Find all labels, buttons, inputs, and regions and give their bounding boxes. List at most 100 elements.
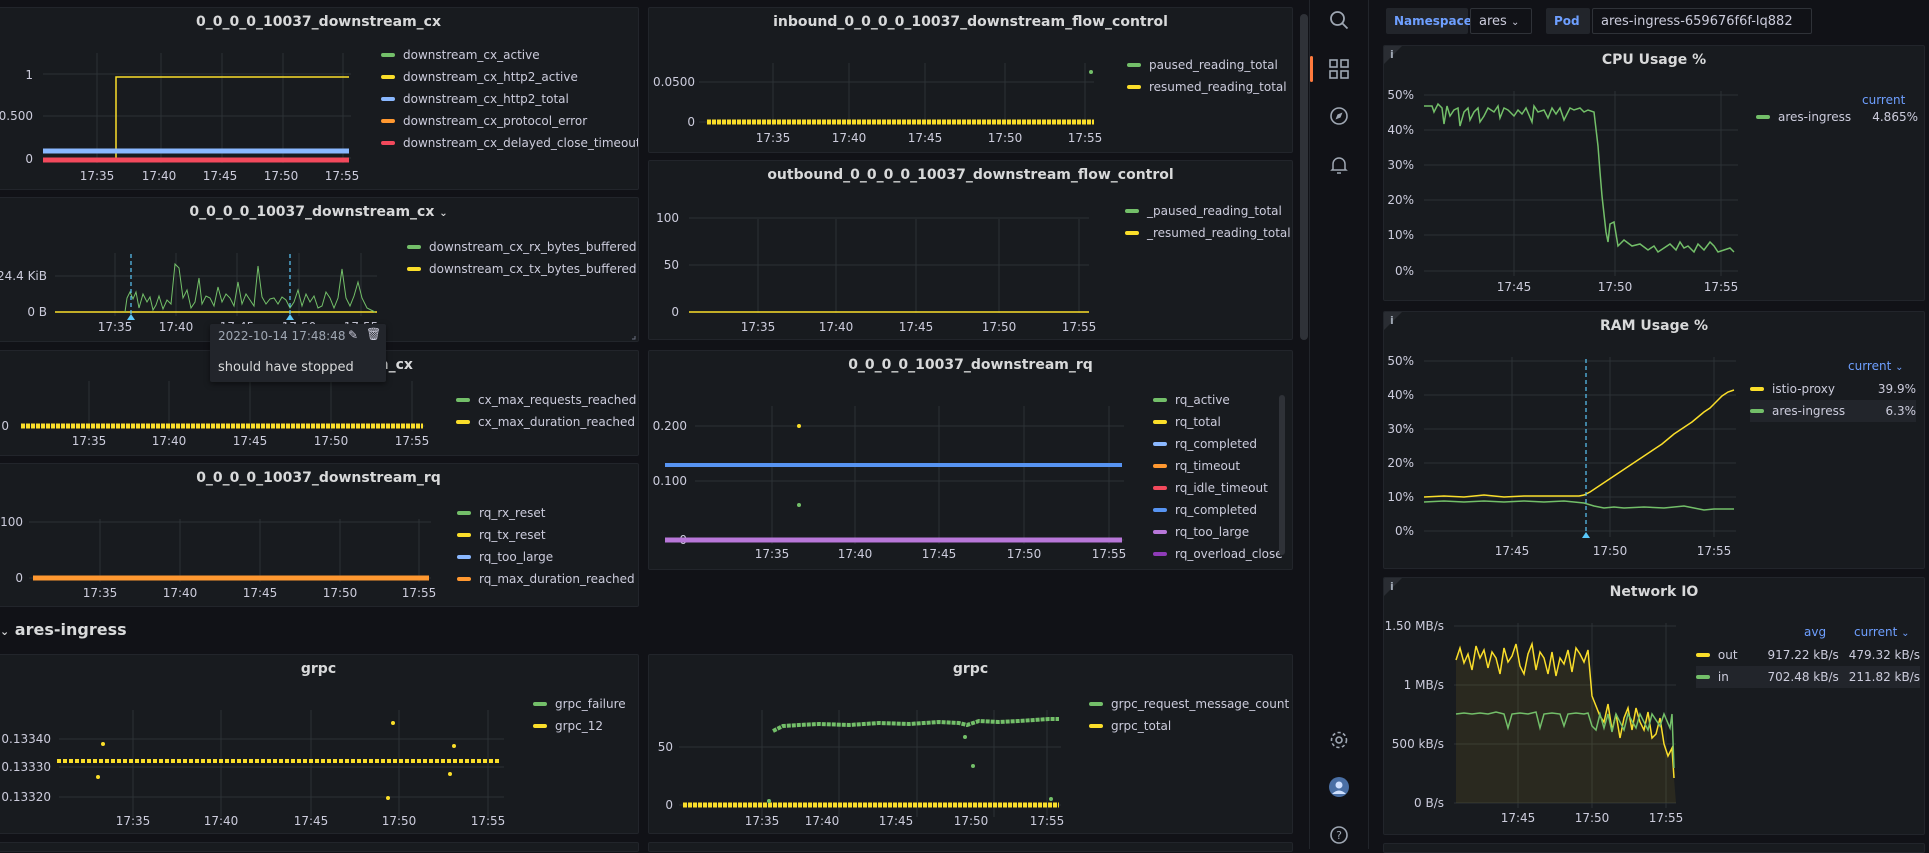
help-icon[interactable]: ? [1329,825,1349,845]
panel-title[interactable]: RAM Usage % [1600,318,1708,334]
panel-network-io[interactable]: i Network IO 1.50 MB/s 1 MB/s 500 kB/s 0… [1383,577,1925,835]
chevron-down-icon[interactable]: ⌄ [439,208,448,219]
legend-item[interactable]: downstream_cx_tx_bytes_buffered [407,258,637,280]
panel-title[interactable]: 0_0_0_0_10037_downstream_rq [848,357,1093,373]
legend-item[interactable]: rq_total [1153,411,1283,433]
panel-title[interactable]: 0_0_0_0_10037_downstream_cx [196,14,441,30]
panel-title[interactable]: outbound_0_0_0_0_10037_downstream_flow_c… [767,167,1174,183]
pod-variable-label: Pod [1546,8,1590,34]
legend-item[interactable]: rq_overload_close [1153,543,1283,565]
panel-downstream-rq[interactable]: 0_0_0_0_10037_downstream_rq 100 0 17:35 … [0,463,639,607]
panel-corner [1384,46,1402,64]
pod-select[interactable]: ares-ingress-659676f6f-lq882 ⌄ [1592,8,1812,54]
panel-inbound-flow-control[interactable]: inbound_0_0_0_0_10037_downstream_flow_co… [648,7,1293,153]
legend-item[interactable]: downstream_cx_delayed_close_timeout [381,132,638,154]
legend-item[interactable]: ares-ingress 4.865% [1756,106,1918,128]
legend-item[interactable]: downstream_cx_active [381,44,638,66]
x-tick: 17:55 [402,586,437,600]
point [96,775,100,779]
legend-item[interactable]: rq_completed [1153,433,1283,455]
panel-title[interactable]: grpc [300,661,337,677]
panel-title[interactable]: 0_0_0_0_10037_downstream_cx ⌄ [189,204,448,220]
legend-item[interactable]: _paused_reading_total [1125,200,1291,222]
legend-item[interactable]: downstream_cx_rx_bytes_buffered [407,236,637,258]
legend-item[interactable]: rq_too_large [457,546,635,568]
point [797,503,801,507]
legend-item[interactable]: rq_active [1153,389,1283,411]
legend-item[interactable]: out 917.22 kB/s 479.32 kB/s [1696,644,1920,666]
x-tick: 17:50 [954,814,989,828]
legend-item[interactable]: rq_max_duration_reached [457,568,635,590]
panel-downstream-rq-large[interactable]: 0_0_0_0_10037_downstream_rq 0.200 0.100 … [648,350,1293,570]
legend: rq_active rq_total rq_completed rq_timeo… [1153,389,1283,565]
legend-item[interactable]: ares-ingress 6.3% [1750,400,1916,422]
x-tick: 17:45 [879,814,914,828]
legend-item[interactable]: grpc_total [1089,715,1289,737]
legend-item[interactable]: grpc_request_message_count [1089,693,1289,715]
panel-title[interactable]: inbound_0_0_0_0_10037_downstream_flow_co… [773,14,1168,30]
legend-item[interactable]: _resumed_reading_total [1125,222,1291,244]
legend-item[interactable]: in 702.48 kB/s 211.82 kB/s [1696,666,1920,688]
panel-ram-usage[interactable]: i RAM Usage % 50% 40% 30% 20% 10% 0% 17:… [1383,311,1925,569]
legend-item[interactable]: grpc_12 [533,715,626,737]
x-tick: 17:45 [922,547,957,561]
search-icon[interactable] [1329,10,1349,30]
row-header[interactable]: ⌄ ares-ingress [0,620,127,640]
avatar[interactable] [1329,777,1349,797]
legend-item[interactable]: rq_idle_timeout [1153,477,1283,499]
x-tick: 17:40 [805,814,840,828]
settings-icon[interactable] [1329,730,1349,750]
info-icon[interactable]: i [1390,580,1394,593]
y-tick: 0.200 [653,419,687,433]
y-tick: 0 [665,798,673,812]
legend-item[interactable]: istio-proxy 39.9% [1750,378,1916,400]
delete-icon[interactable]: 🗑 [366,327,382,341]
x-tick: 17:45 [233,434,268,448]
annotation-marker [1582,532,1590,538]
legend-sort-avg[interactable]: avg [1804,625,1827,639]
legend-item[interactable]: rq_timeout [1153,455,1283,477]
edit-icon[interactable]: ✎ [348,328,359,342]
panel-cpu-usage[interactable]: i CPU Usage % 50% 40% 30% 20% 10% 0% 17:… [1383,45,1925,301]
legend-item[interactable]: rq_too_large [1153,521,1283,543]
legend-item[interactable]: downstream_cx_http2_active [381,66,638,88]
legend-sort-current[interactable]: current ⌄ [1854,625,1910,639]
panel-title[interactable]: Network IO [1609,584,1699,600]
alerting-icon[interactable] [1329,155,1349,175]
legend-item[interactable]: downstream_cx_http2_total [381,88,638,110]
panel-title[interactable]: CPU Usage % [1601,52,1707,68]
legend-sort-current[interactable]: current [1862,93,1906,107]
legend-item[interactable]: rq_tx_reset [457,524,635,546]
x-tick: 17:45 [1497,280,1532,294]
dashboards-icon[interactable] [1329,59,1349,79]
legend-scrollbar[interactable] [1279,395,1285,555]
legend-item[interactable]: rq_completed [1153,499,1283,521]
legend-sort-current[interactable]: current ⌄ [1848,359,1904,373]
x-tick: 17:40 [832,131,867,145]
legend-item[interactable]: grpc_failure [533,693,626,715]
panel-downstream-cx-bytes[interactable]: 0_0_0_0_10037_downstream_cx ⌄ 24.4 KiB 0… [0,197,639,342]
legend-item[interactable]: resumed_reading_total [1127,76,1287,98]
panel-title[interactable]: 0_0_0_0_10037_downstream_rq [196,470,441,486]
x-tick: 17:45 [899,320,934,334]
legend-item[interactable]: downstream_cx_protocol_error [381,110,638,132]
info-icon[interactable]: i [1390,48,1394,61]
y-tick: 0 [25,152,33,166]
panel-grpc-left[interactable]: grpc 0.13340 0.13330 0.13320 17:35 17:40… [0,654,639,834]
legend-item[interactable]: rq_rx_reset [457,502,635,524]
legend: grpc_failure grpc_12 [533,693,626,737]
p1-chart: 1 0.500 0 17:35 17:40 17:45 17:50 17:55 [0,53,359,183]
panel-downstream-cx[interactable]: 0_0_0_0_10037_downstream_cx 1 0.500 0 17… [0,7,639,190]
legend-item[interactable]: cx_max_requests_reached [456,389,636,411]
explore-icon[interactable] [1329,106,1349,126]
namespace-select[interactable]: ares ⌄ [1470,8,1532,34]
x-tick: 17:35 [741,320,776,334]
panel-grpc-right[interactable]: grpc 50 0 17:35 17:40 17:45 17:50 17:55 … [648,654,1293,834]
info-icon[interactable]: i [1390,314,1394,327]
main-scrollbar[interactable] [1300,14,1308,340]
panel-outbound-flow-control[interactable]: outbound_0_0_0_0_10037_downstream_flow_c… [648,160,1293,340]
legend-item[interactable]: paused_reading_total [1127,54,1287,76]
legend-item[interactable]: cx_max_duration_reached [456,411,636,433]
panel-title[interactable]: grpc [952,661,989,677]
chevron-down-icon[interactable]: ⌄ [0,625,10,638]
